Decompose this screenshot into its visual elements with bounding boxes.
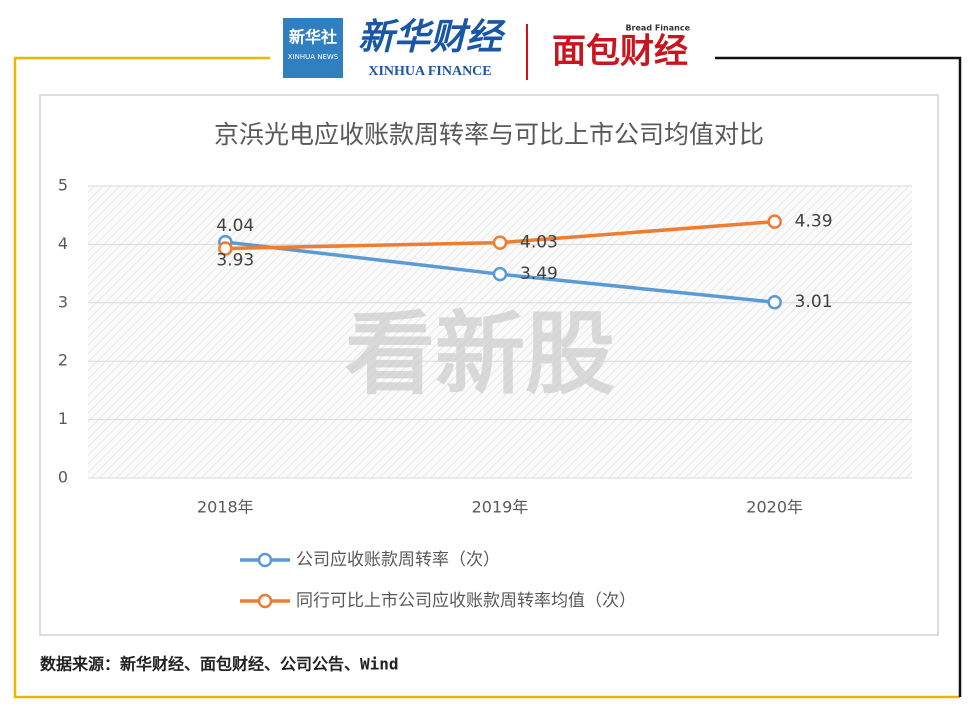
data-label: 4.04 [216,216,254,236]
y-tick-label: 4 [58,234,68,253]
data-label: 4.03 [520,233,558,253]
partner-cn: 面包财经 [552,32,688,72]
data-label: 3.01 [795,292,833,312]
y-tick-label: 3 [58,292,68,311]
logo-en: XINHUA NEWS [288,53,339,61]
y-tick-label: 2 [58,351,68,370]
brand-cn: 新华财经 [358,16,506,58]
legend-label: 公司应收账款周转率（次） [296,550,500,570]
brand-en: XINHUA FINANCE [368,64,491,79]
plot-area [88,186,912,478]
x-tick-label: 2020年 [746,498,803,517]
source: 数据来源：新华财经、面包财经、公司公告、Wind [40,655,399,674]
y-tick-label: 5 [58,176,68,195]
data-label: 4.39 [795,212,833,232]
point [767,214,782,229]
frame [13,56,960,699]
logo-cn: 新华社 [289,28,337,47]
x-tick-label: 2019年 [472,498,529,517]
point [492,235,508,250]
data-label: 3.49 [520,264,558,284]
legend-marker [257,552,273,568]
legend-label: 同行可比上市公司应收账款周转率均值（次） [296,591,636,611]
point [218,241,233,256]
partner-en: Bread Finance [625,24,690,33]
point [767,294,782,310]
chart-title: 京浜光电应收账款周转率与可比上市公司均值对比 [214,120,764,149]
data-label: 3.93 [216,250,254,270]
watermark: 看新股 [345,302,615,407]
legend-marker [257,593,273,609]
frame [715,56,962,697]
point [492,266,508,282]
y-tick-label: 0 [58,468,68,487]
y-tick-label: 1 [58,409,68,428]
logo-box [283,18,343,78]
x-tick-label: 2018年 [197,498,254,517]
